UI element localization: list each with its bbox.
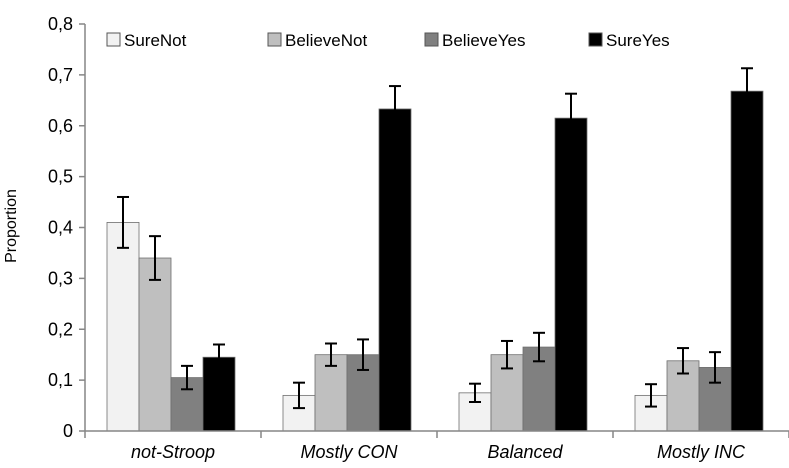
y-tick-label: 0	[63, 421, 73, 441]
y-axis-label: Proportion	[3, 189, 20, 263]
x-tick-label: not-Stroop	[131, 442, 215, 462]
legend-label: SureNot	[124, 31, 187, 50]
legend-label: SureYes	[606, 31, 670, 50]
x-axis: not-Stroop Mostly CON Balanced Mostly INC	[84, 430, 789, 462]
bar	[314, 354, 348, 432]
x-tick-label: Mostly CON	[300, 442, 398, 462]
y-tick-label: 0,4	[48, 218, 73, 238]
y-axis: 0 0,1 0,2 0,3 0,4 0,5 0,6 0,7 0,8	[48, 14, 86, 441]
bar	[378, 108, 412, 432]
legend-swatch	[424, 32, 439, 47]
bar	[730, 90, 764, 432]
legend-swatch	[106, 32, 121, 47]
bars	[106, 67, 764, 432]
y-tick-label: 0,2	[48, 319, 73, 339]
legend: SureNot BelieveNot BelieveYes SureYes	[106, 31, 670, 50]
bar	[554, 117, 588, 432]
y-tick-label: 0,5	[48, 167, 73, 187]
legend-label: BelieveYes	[442, 31, 526, 50]
y-tick-label: 0,8	[48, 14, 73, 34]
y-tick-label: 0,3	[48, 268, 73, 288]
bar	[106, 222, 140, 432]
legend-swatch	[267, 32, 282, 47]
x-tick-label: Balanced	[487, 442, 563, 462]
bar	[138, 257, 172, 432]
x-tick-label: Mostly INC	[657, 442, 746, 462]
legend-label: BelieveNot	[285, 31, 367, 50]
y-tick-label: 0,1	[48, 370, 73, 390]
y-tick-label: 0,6	[48, 116, 73, 136]
y-tick-label: 0,7	[48, 65, 73, 85]
legend-swatch	[588, 32, 603, 47]
